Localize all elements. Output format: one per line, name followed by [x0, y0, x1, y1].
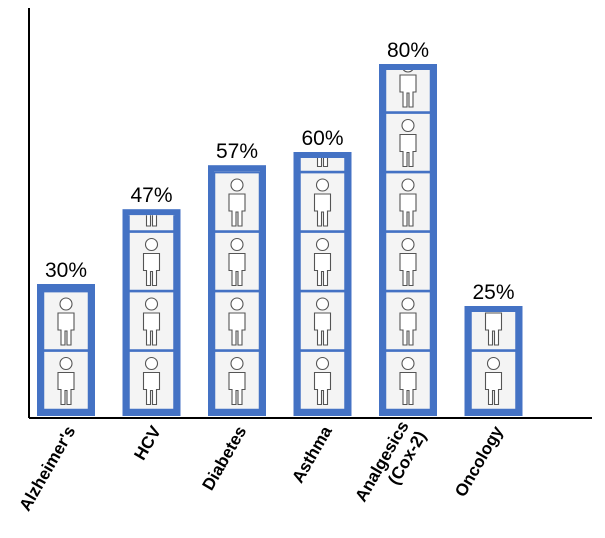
- person-icons: [299, 60, 346, 410]
- category-label: Oncology: [451, 422, 507, 500]
- person-icon: [313, 237, 332, 287]
- person-icon: [228, 237, 246, 287]
- person-icon: [315, 60, 331, 107]
- person-icon: [399, 297, 417, 346]
- category-label: Diabetes: [198, 423, 250, 494]
- category-label-line: Oncology: [451, 422, 507, 500]
- value-label: 60%: [301, 127, 343, 150]
- bar: [293, 60, 352, 416]
- person-icon: [142, 356, 161, 406]
- category-label-line: Asthma: [288, 422, 336, 486]
- category-labels-group: Alzheimer's HCV Diabetes Asthma Analgesics(C…: [16, 418, 508, 515]
- value-label: 30%: [45, 259, 87, 282]
- person-icon: [316, 158, 329, 168]
- bars-group: [37, 60, 523, 416]
- person-icon: [399, 70, 417, 108]
- person-icons: [128, 120, 175, 410]
- person-icon: [142, 237, 161, 287]
- person-icon: [228, 178, 246, 227]
- category-label: Analgesics(Cox-2): [351, 418, 430, 505]
- person-icon: [228, 356, 246, 406]
- bar: [122, 120, 181, 416]
- person-icon: [484, 312, 503, 346]
- category-label: Alzheimer's: [16, 423, 80, 515]
- bar: [37, 179, 95, 416]
- person-icon: [58, 179, 74, 226]
- person-icon: [145, 215, 158, 227]
- person-icon: [229, 60, 245, 107]
- person-icons: [43, 179, 89, 410]
- person-icon: [57, 297, 75, 346]
- person-icon: [399, 178, 417, 227]
- person-icon: [313, 178, 332, 227]
- person-icons: [470, 239, 517, 410]
- person-icon: [313, 297, 332, 346]
- person-icon: [484, 356, 503, 406]
- value-label: 47%: [130, 184, 172, 207]
- person-icon: [57, 356, 75, 406]
- category-label-line: Alzheimer's: [16, 423, 80, 515]
- person-icons: [385, 70, 431, 410]
- value-label: 25%: [472, 281, 514, 304]
- person-icon: [486, 239, 502, 286]
- bar: [379, 64, 437, 416]
- person-icon: [144, 120, 160, 167]
- category-label: HCV: [130, 422, 165, 463]
- person-icon: [228, 297, 246, 346]
- category-label-line: HCV: [130, 422, 165, 463]
- bar: [464, 239, 523, 416]
- value-label: 57%: [216, 140, 258, 163]
- person-icon: [399, 118, 417, 168]
- value-labels-group: 30% 47% 57% 60% 80% 25%: [45, 39, 515, 304]
- person-icon: [399, 356, 417, 406]
- person-icon: [313, 356, 332, 406]
- category-label-line: Diabetes: [198, 423, 250, 494]
- person-icon: [399, 237, 417, 287]
- person-icons: [214, 60, 260, 410]
- person-icon: [142, 297, 161, 346]
- value-label: 80%: [387, 39, 429, 62]
- bar: [208, 60, 266, 416]
- category-label: Asthma: [288, 422, 336, 486]
